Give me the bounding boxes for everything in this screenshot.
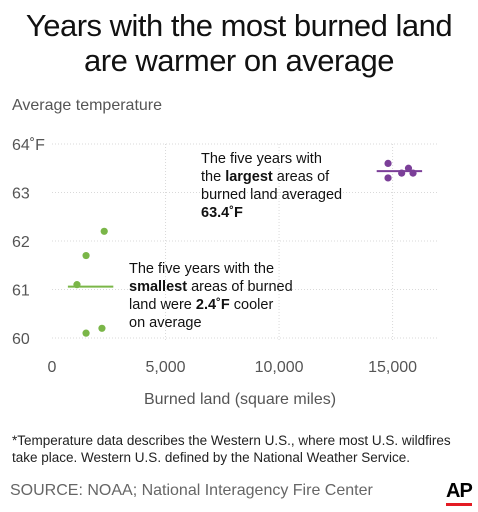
x-tick-labels: 0 5,000 10,000 15,000 xyxy=(48,359,418,376)
y-tick-label: 63 xyxy=(12,186,30,203)
x-tick-label: 0 xyxy=(48,359,57,376)
chart-title-line-2: are warmer on average xyxy=(84,43,395,78)
annotation-smallest-emphasis: smallest xyxy=(129,279,187,295)
annotation-largest-line-1: The five years with xyxy=(201,151,322,167)
y-axis-label: Average temperature xyxy=(12,97,163,114)
x-tick-label: 10,000 xyxy=(255,359,304,376)
annotation-smallest-line-3a: land were xyxy=(129,297,196,313)
data-point-smallest xyxy=(82,329,90,337)
data-point-smallest xyxy=(98,324,106,332)
data-point-smallest xyxy=(100,227,108,235)
ap-logo-bar xyxy=(446,503,472,506)
chart-title-line-1: Years with the most burned land xyxy=(25,8,453,43)
x-axis-label: Burned land (square miles) xyxy=(144,391,336,408)
x-tick-label: 5,000 xyxy=(146,359,186,376)
annotation-smallest: The five years with the smallest areas o… xyxy=(129,261,297,331)
data-point-largest xyxy=(404,164,413,172)
annotation-largest: The five years with the largest areas of… xyxy=(201,151,346,221)
source-credit: SOURCE: NOAA; National Interagency Fire … xyxy=(10,482,373,499)
data-point-largest xyxy=(384,159,392,167)
annotation-largest-emphasis: largest xyxy=(225,169,273,185)
y-tick-label: 60 xyxy=(12,331,30,348)
data-point-smallest xyxy=(73,281,81,289)
data-point-smallest xyxy=(82,251,90,260)
annotation-smallest-line-1: The five years with the xyxy=(129,261,274,277)
x-tick-label: 15,000 xyxy=(368,359,417,376)
data-points xyxy=(73,159,417,337)
scatter-plot: 60 61 62 63 64˚F 0 5,000 10,000 15,000 Burned l… xyxy=(12,137,438,408)
chart-title: Years with the most burned land are warm… xyxy=(0,8,478,78)
annotation-largest-line-2a: the xyxy=(201,169,225,185)
data-point-largest xyxy=(398,169,406,177)
grid-lines xyxy=(52,143,438,342)
annotation-smallest-line-3b: cooler xyxy=(230,297,274,313)
annotation-largest-value: 63.4˚F xyxy=(201,205,243,221)
annotation-smallest-line-4: on average xyxy=(129,315,202,331)
annotation-largest-line-3: burned land averaged xyxy=(201,187,342,203)
y-tick-label: 62 xyxy=(12,234,30,251)
annotation-smallest-line-2b: areas of burned xyxy=(187,279,293,295)
annotation-largest-line-2b: areas of xyxy=(273,169,330,185)
data-point-largest xyxy=(409,169,417,177)
ap-logo: AP xyxy=(446,480,473,502)
data-point-largest xyxy=(384,174,392,182)
annotation-smallest-value: 2.4˚F xyxy=(196,297,230,313)
y-tick-label: 64˚F xyxy=(12,137,45,154)
footnote: *Temperature data describes the Western … xyxy=(12,433,451,465)
y-tick-label: 61 xyxy=(12,283,30,300)
y-tick-labels: 60 61 62 63 64˚F xyxy=(12,137,45,348)
